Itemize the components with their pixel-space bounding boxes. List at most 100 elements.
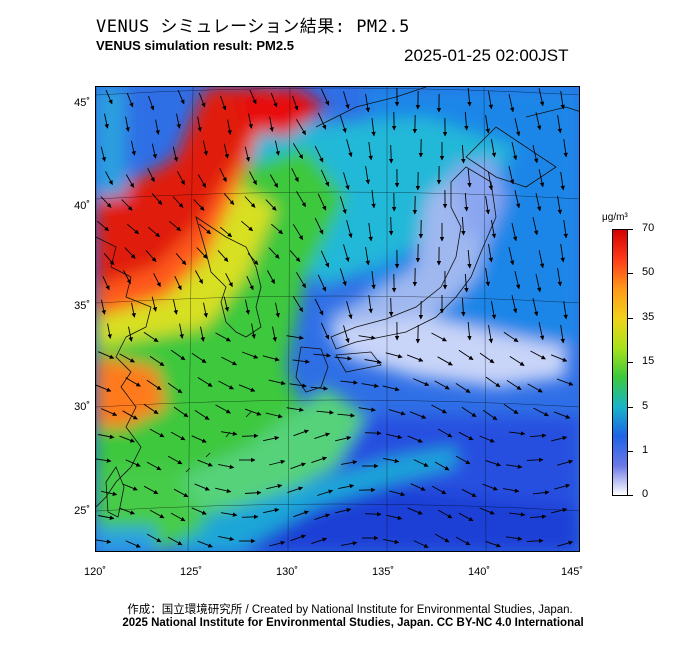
wind-arrow xyxy=(146,533,162,543)
wind-arrow xyxy=(409,411,427,419)
wind-arrow xyxy=(509,356,525,366)
wind-arrow xyxy=(527,383,543,393)
wind-arrow xyxy=(244,408,262,416)
wind-arrow xyxy=(267,270,275,284)
wind-arrow xyxy=(119,507,135,515)
wind-arrow xyxy=(532,298,539,317)
wind-arrow xyxy=(265,199,277,211)
wind-arrow xyxy=(388,216,394,236)
wind-arrow xyxy=(461,216,466,236)
wind-arrow xyxy=(371,190,376,209)
wind-arrow xyxy=(343,172,350,191)
wind-arrow xyxy=(199,223,212,235)
wind-arrow xyxy=(172,196,184,208)
wind-arrow xyxy=(535,112,542,131)
wind-arrow xyxy=(262,355,280,362)
wind-arrow xyxy=(292,296,304,313)
colorbar-tick xyxy=(627,229,633,230)
wind-arrow xyxy=(310,386,328,391)
wind-arrow xyxy=(386,514,403,521)
wind-arrow xyxy=(293,510,309,518)
wind-arrow xyxy=(464,111,469,131)
wind-arrow xyxy=(155,119,160,135)
wind-arrow xyxy=(550,354,568,362)
wind-arrow xyxy=(251,323,256,339)
wind-arrow xyxy=(514,190,521,209)
wind-arrow xyxy=(98,515,115,520)
wind-arrow xyxy=(343,91,350,110)
wind-arrow xyxy=(244,299,250,315)
concentration-field xyxy=(96,87,579,551)
wind-arrow xyxy=(266,483,283,490)
wind-arrow xyxy=(195,270,203,284)
wind-arrow xyxy=(461,297,466,317)
wind-arrow xyxy=(151,193,163,205)
wind-arrow xyxy=(413,378,430,386)
wind-arrow xyxy=(490,220,497,239)
wind-arrow xyxy=(563,301,568,320)
wind-arrow xyxy=(437,428,453,438)
wind-arrow xyxy=(508,247,515,266)
wind-arrow xyxy=(511,295,518,314)
wind-arrow xyxy=(368,223,373,242)
wind-arrow xyxy=(122,483,138,491)
lat-label-45: 45˚ xyxy=(74,97,90,109)
wind-arrow xyxy=(119,435,135,443)
wind-arrow xyxy=(194,483,210,491)
wind-arrow xyxy=(103,253,115,266)
wind-arrow xyxy=(191,507,207,515)
wind-arrow xyxy=(557,115,562,134)
wind-arrow xyxy=(169,220,182,232)
map-canvas xyxy=(96,87,579,551)
wind-arrow xyxy=(314,217,324,235)
wind-arrow xyxy=(269,174,279,188)
wind-arrow xyxy=(98,351,115,359)
wind-arrow xyxy=(100,299,106,315)
wind-arrow xyxy=(340,380,358,385)
wind-arrow xyxy=(320,169,330,187)
wind-arrow xyxy=(126,92,134,108)
wind-arrow xyxy=(241,351,259,359)
wind-arrow xyxy=(479,507,495,515)
wind-arrow xyxy=(388,409,406,416)
wind-arrow xyxy=(382,385,400,392)
wind-arrow xyxy=(317,193,327,211)
wind-arrow xyxy=(343,325,350,344)
wind-arrow xyxy=(479,352,495,364)
wind-arrow xyxy=(191,352,207,364)
wind-arrow xyxy=(107,323,112,339)
wind-arrow xyxy=(197,540,213,548)
colorbar-tick xyxy=(627,451,633,452)
wind-arrow xyxy=(197,377,213,387)
wind-arrow xyxy=(538,250,545,269)
wind-arrow xyxy=(105,171,113,185)
wind-arrow xyxy=(268,379,286,386)
wind-arrow xyxy=(125,377,141,387)
wind-arrow xyxy=(490,301,497,320)
wind-arrow xyxy=(413,459,429,467)
wind-arrow xyxy=(556,378,574,386)
wind-arrow xyxy=(511,142,518,161)
wind-arrow xyxy=(215,487,232,494)
wind-arrow xyxy=(244,196,256,208)
wind-arrow xyxy=(143,331,159,343)
wind-arrow xyxy=(339,268,347,287)
wind-arrow xyxy=(551,435,568,442)
wind-arrow xyxy=(124,247,136,259)
wind-arrow xyxy=(508,166,515,185)
wind-arrow xyxy=(249,89,257,105)
wind-arrow xyxy=(217,250,229,262)
wind-arrow xyxy=(287,486,304,494)
wind-arrow xyxy=(538,88,545,107)
wind-arrow xyxy=(148,226,161,238)
wind-arrow xyxy=(553,411,571,419)
wind-arrow xyxy=(292,143,304,160)
wind-arrow xyxy=(506,536,523,541)
wind-arrow xyxy=(389,490,406,497)
wind-arrow xyxy=(514,271,521,290)
wind-arrow xyxy=(122,410,138,420)
wind-arrow xyxy=(560,244,565,263)
wind-arrow xyxy=(263,435,280,442)
wind-arrow xyxy=(535,193,542,212)
wind-arrow xyxy=(274,140,280,156)
